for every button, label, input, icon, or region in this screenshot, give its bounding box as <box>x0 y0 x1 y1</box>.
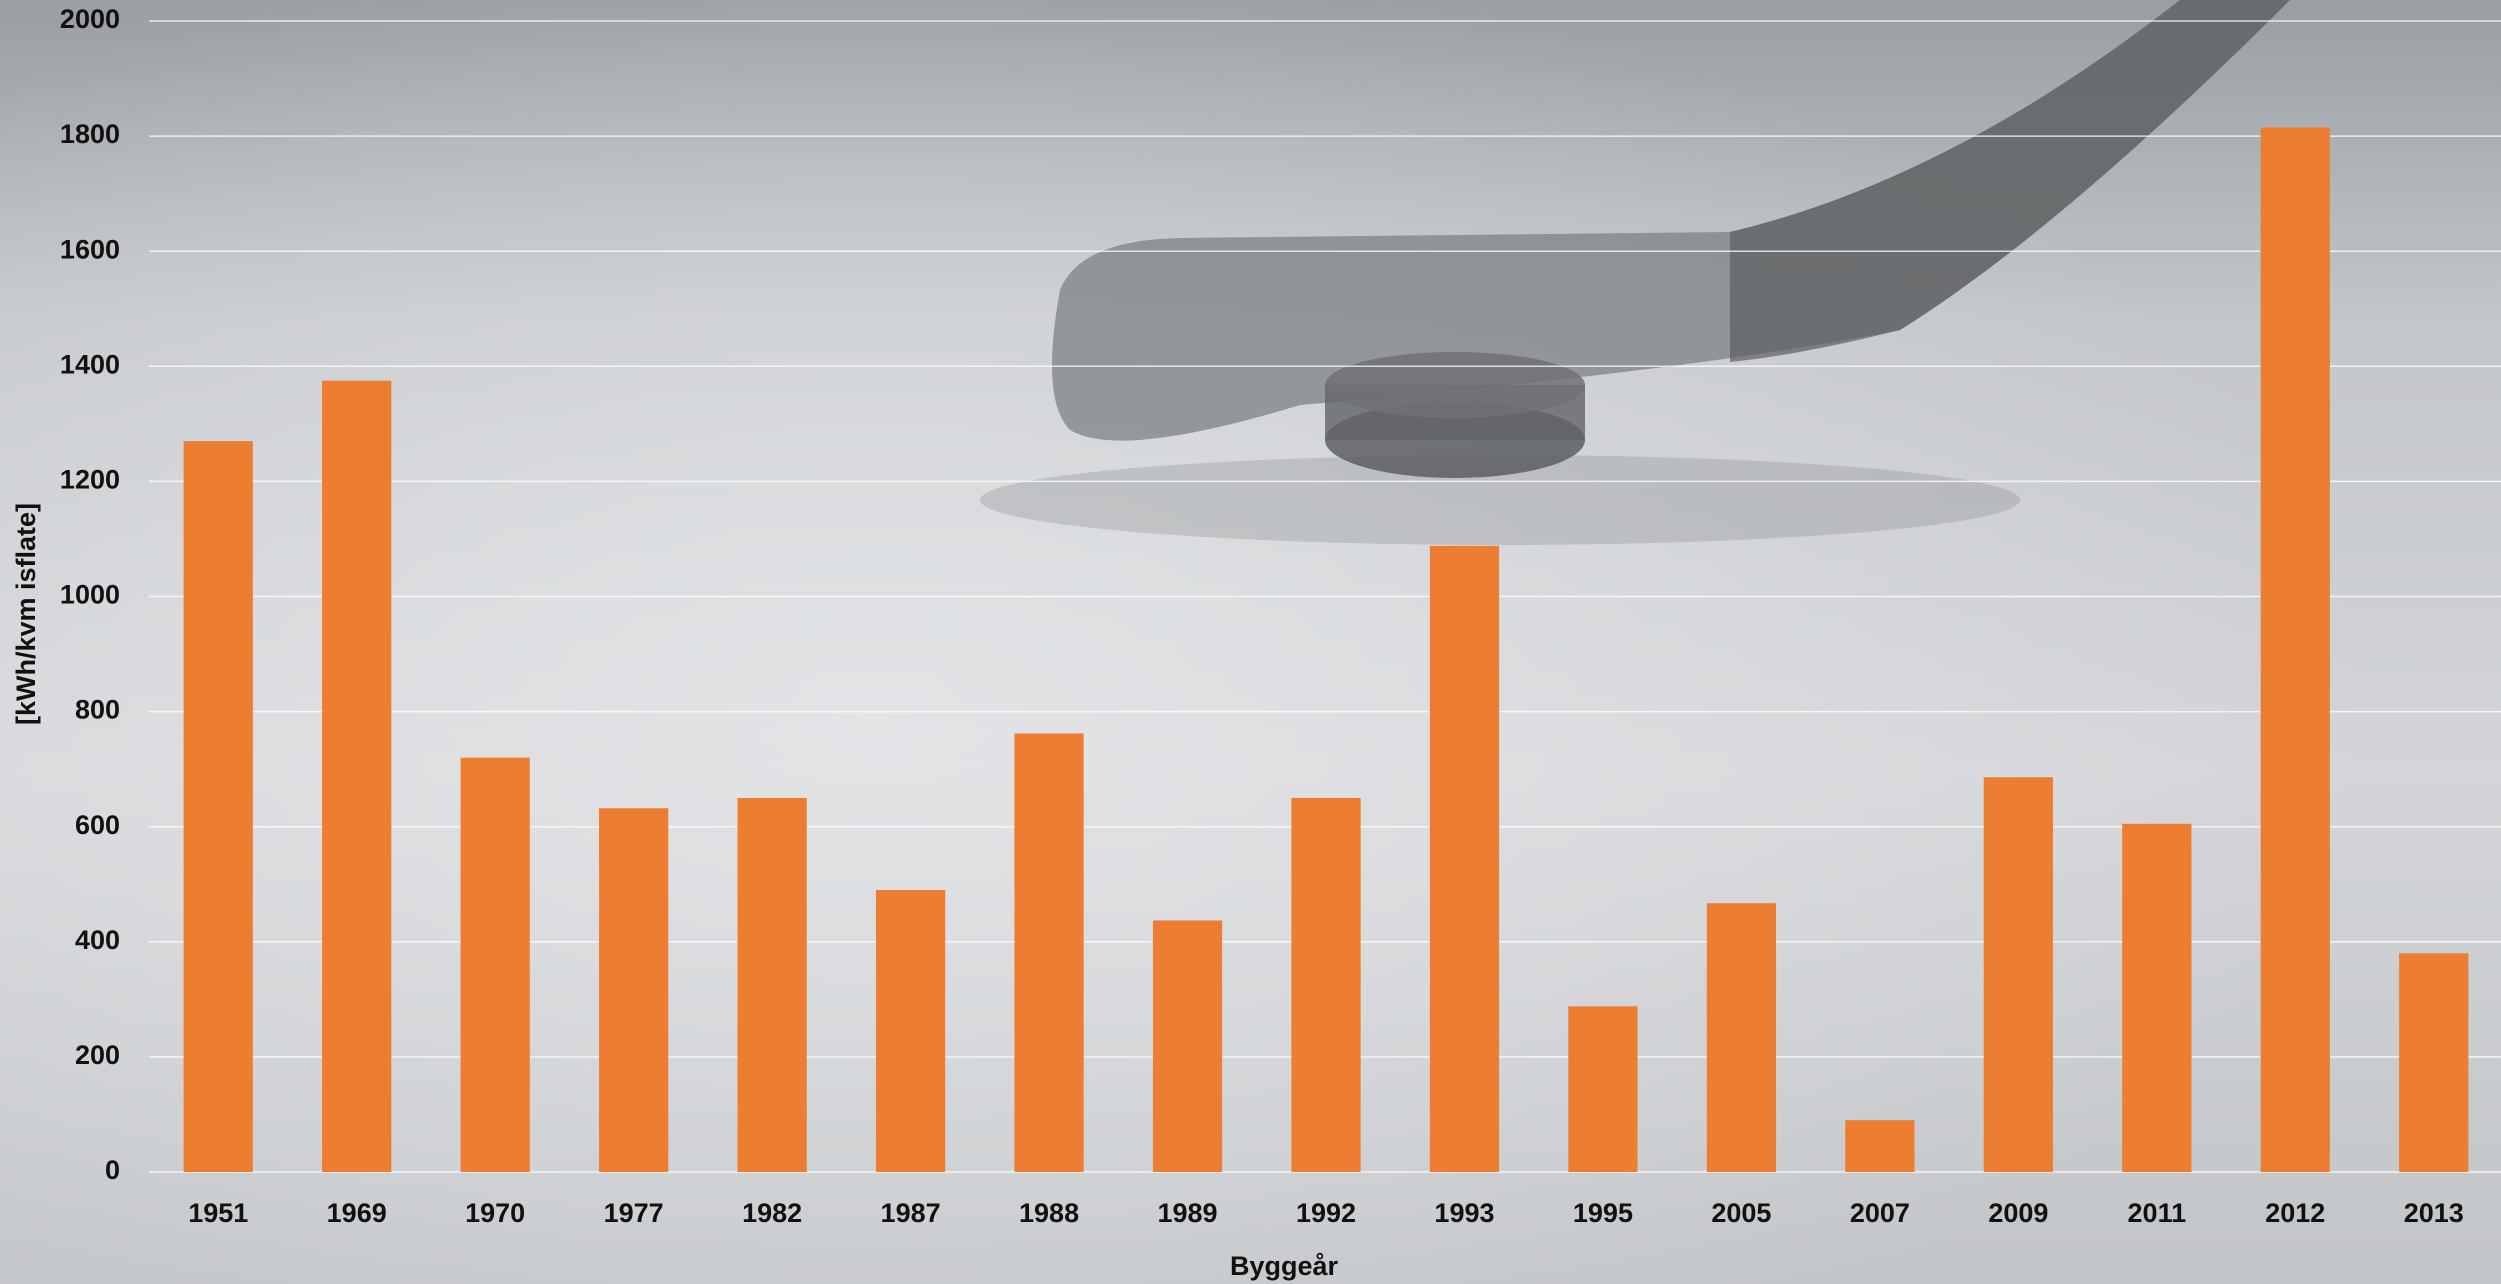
bar <box>2399 953 2469 1172</box>
y-tick-label: 600 <box>75 810 120 840</box>
x-tick-label: 1995 <box>1573 1198 1633 1228</box>
y-tick-label: 1600 <box>60 234 120 264</box>
bar <box>875 890 946 1172</box>
x-tick-label: 2012 <box>2265 1198 2325 1228</box>
bar <box>1152 920 1223 1172</box>
y-tick-label: 0 <box>105 1155 120 1185</box>
bar <box>737 797 807 1172</box>
x-tick-label: 1993 <box>1434 1198 1494 1228</box>
x-tick-label: 1989 <box>1157 1198 1217 1228</box>
bar <box>2260 127 2330 1172</box>
bar <box>322 380 392 1172</box>
y-tick-label: 2000 <box>60 4 120 34</box>
y-tick-label: 1000 <box>60 580 120 610</box>
x-tick-label: 1969 <box>327 1198 387 1228</box>
x-tick-label: 1988 <box>1019 1198 1079 1228</box>
x-tick-label: 2011 <box>2128 1198 2187 1228</box>
y-tick-label: 1800 <box>60 119 120 149</box>
bar <box>1706 903 1777 1172</box>
y-tick-label: 800 <box>75 695 120 725</box>
y-tick-label: 1400 <box>60 349 120 379</box>
bar <box>1291 797 1361 1172</box>
x-tick-label: 2013 <box>2404 1198 2464 1228</box>
y-tick-label: 200 <box>75 1040 120 1070</box>
bar <box>1845 1120 1915 1172</box>
x-tick-label: 1951 <box>188 1198 248 1228</box>
x-tick-label: 1982 <box>742 1198 802 1228</box>
x-tick-label: 1977 <box>604 1198 664 1228</box>
x-tick-label: 2007 <box>1850 1198 1910 1228</box>
bar <box>2122 823 2192 1172</box>
x-axis-title: Byggeår <box>1230 1251 1339 1281</box>
bar <box>460 757 530 1172</box>
bar <box>1014 733 1084 1172</box>
y-axis-title: [kWh/kvm isflate] <box>11 503 41 725</box>
bar <box>1429 545 1500 1172</box>
bar <box>599 808 669 1172</box>
x-tick-label: 1987 <box>881 1198 941 1228</box>
y-tick-label: 400 <box>75 925 120 955</box>
y-tick-label: 1200 <box>60 465 120 495</box>
x-tick-label: 1992 <box>1296 1198 1356 1228</box>
bar <box>1983 777 2053 1172</box>
x-tick-label: 1970 <box>465 1198 525 1228</box>
bar <box>183 441 253 1172</box>
bar <box>1568 1006 1638 1172</box>
x-tick-label: 2009 <box>1988 1198 2048 1228</box>
x-tick-label: 2005 <box>1711 1198 1771 1228</box>
